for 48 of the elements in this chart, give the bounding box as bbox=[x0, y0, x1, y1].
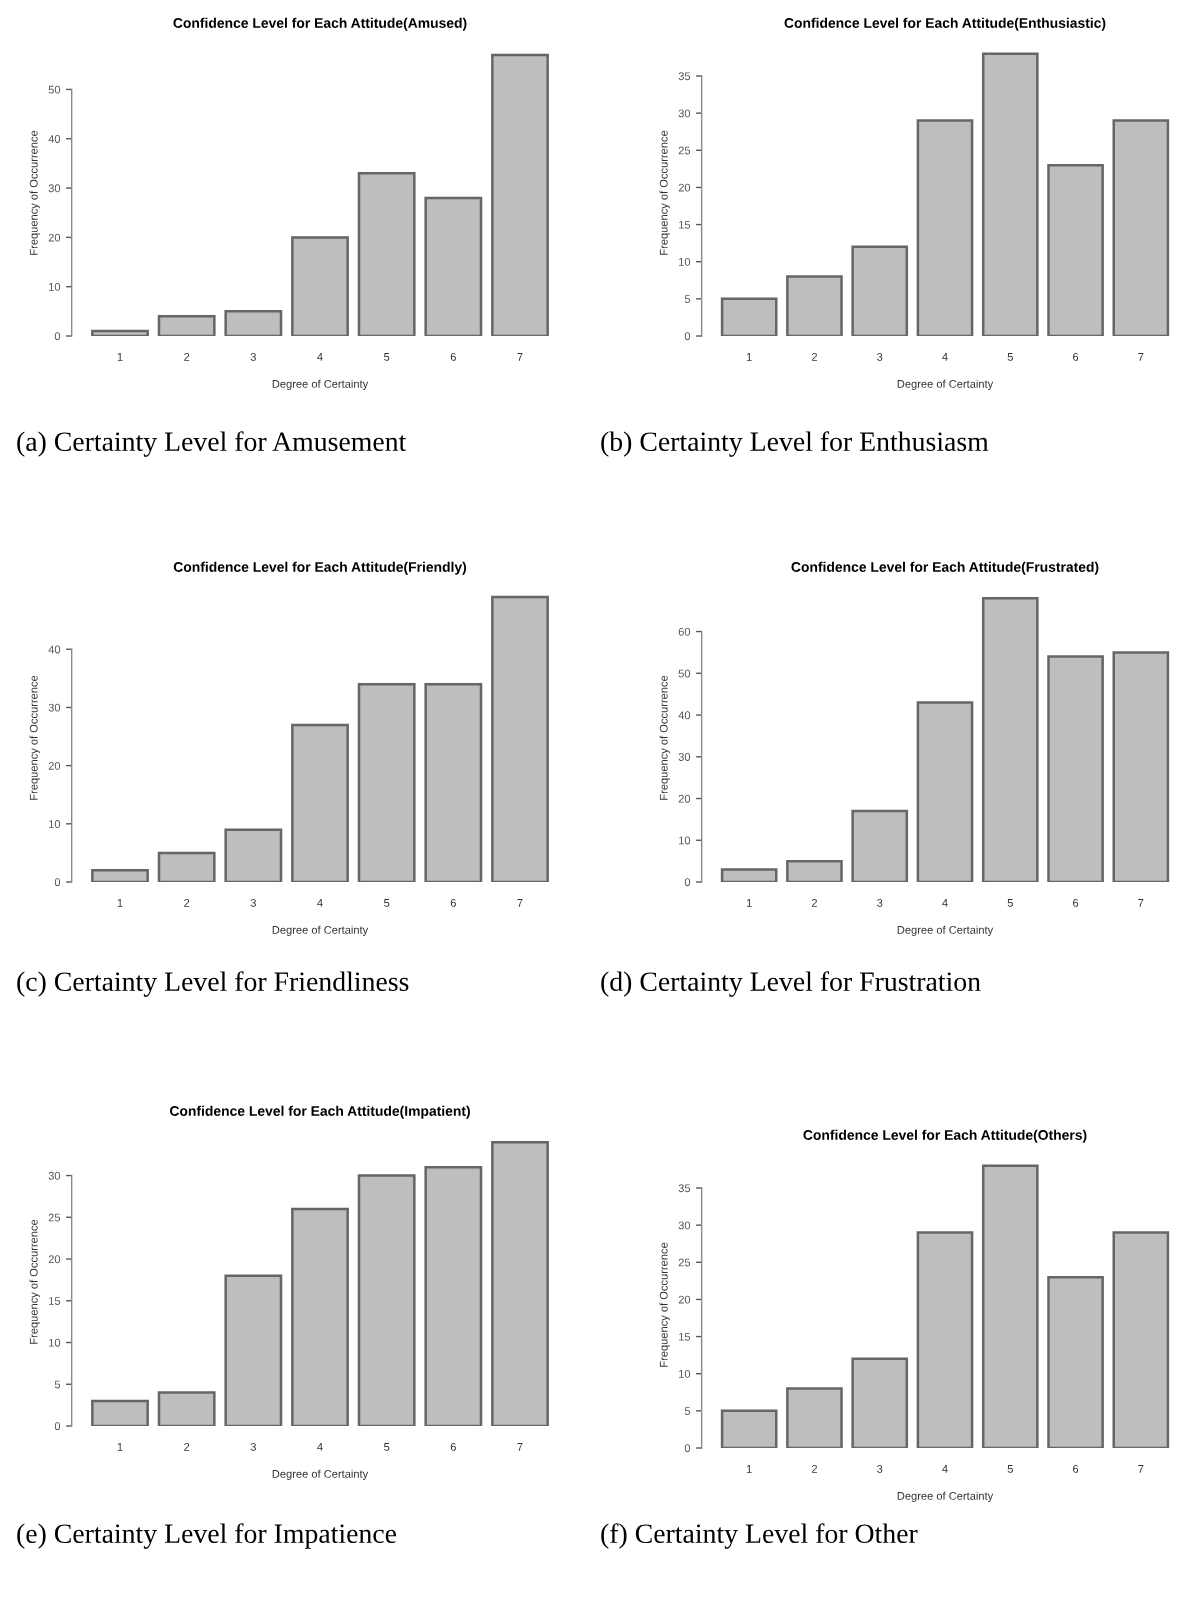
bar bbox=[357, 172, 416, 336]
bar bbox=[786, 859, 843, 882]
bar bbox=[981, 596, 1039, 882]
bar bbox=[491, 1140, 549, 1426]
bar bbox=[224, 828, 283, 882]
bar bbox=[851, 245, 909, 336]
bar bbox=[91, 869, 149, 882]
bar bbox=[291, 723, 349, 882]
bar bbox=[916, 119, 974, 336]
bar bbox=[851, 1357, 909, 1448]
text: (d) Certainty Level for Frustration bbox=[601, 971, 981, 997]
bar bbox=[224, 1274, 283, 1426]
bar bbox=[424, 1165, 483, 1426]
bar bbox=[1047, 655, 1104, 882]
bar bbox=[357, 682, 416, 882]
bar bbox=[1112, 119, 1170, 336]
text: (a) Certainty Level for Amusement bbox=[17, 431, 407, 457]
bar bbox=[786, 275, 843, 336]
bar bbox=[157, 1391, 216, 1426]
bar bbox=[1112, 651, 1170, 882]
text: (f) Certainty Level for Other bbox=[601, 1523, 918, 1549]
text: (e) Certainty Level for Impatience bbox=[17, 1523, 397, 1549]
bar bbox=[720, 1409, 778, 1448]
bar bbox=[720, 868, 778, 882]
bar bbox=[424, 682, 483, 882]
bar bbox=[981, 1164, 1039, 1448]
bar bbox=[491, 595, 549, 882]
bar bbox=[981, 52, 1039, 336]
text: (b) Certainty Level for Enthusiasm bbox=[601, 431, 989, 457]
bar bbox=[291, 1207, 349, 1426]
bar bbox=[916, 701, 974, 882]
bar bbox=[91, 1399, 149, 1426]
bar bbox=[291, 236, 349, 336]
bar bbox=[491, 53, 549, 336]
bar bbox=[357, 1174, 416, 1426]
bar bbox=[1112, 1231, 1170, 1448]
text: (c) Certainty Level for Friendliness bbox=[17, 971, 409, 997]
bar bbox=[224, 310, 283, 336]
bar bbox=[157, 851, 216, 882]
bar bbox=[1047, 1275, 1104, 1448]
bar bbox=[91, 329, 149, 336]
bar bbox=[916, 1231, 974, 1448]
bar bbox=[157, 315, 216, 336]
bar bbox=[851, 809, 909, 882]
bar bbox=[424, 196, 483, 336]
bar bbox=[786, 1387, 843, 1448]
bar bbox=[720, 297, 778, 336]
bar bbox=[1047, 163, 1104, 336]
